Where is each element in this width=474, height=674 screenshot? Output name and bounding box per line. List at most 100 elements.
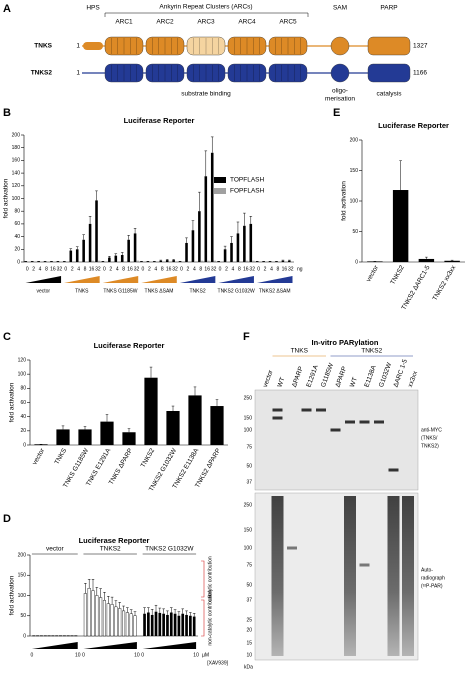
bar [264, 261, 268, 262]
legend-label: TOPFLASH [230, 177, 265, 184]
error-bar [166, 610, 169, 615]
panel-letter: D [3, 513, 11, 525]
y-tick-label: 50 [20, 613, 26, 619]
lane-label: G1032W [378, 361, 394, 388]
y-axis-label: fold activation [341, 181, 348, 221]
x-tick-label: vector [365, 264, 380, 284]
x-unit: ng [297, 266, 303, 272]
annotation-bracket [201, 599, 205, 637]
panel-letter: E [333, 107, 340, 119]
bar [106, 603, 110, 637]
error-bar [185, 237, 188, 243]
bracket [104, 12, 309, 17]
error-bar [181, 608, 185, 614]
y-tick-label: 120 [12, 183, 21, 189]
y-tick-label: 100 [18, 593, 27, 599]
error-bar [399, 160, 402, 191]
bar [87, 588, 91, 637]
marker-label: 100 [244, 427, 253, 433]
error-bar [177, 611, 181, 616]
y-tick-label: 20 [20, 428, 26, 434]
dose-label: 10 [75, 652, 81, 658]
y-tick-label: 0 [17, 259, 20, 265]
blot-band [359, 563, 370, 567]
x-tick-label: 4 [39, 266, 42, 272]
panel-letter: F [243, 331, 250, 343]
x-tick-label: 16 [243, 266, 249, 272]
x-tick-label: 16 [166, 266, 172, 272]
bar [178, 261, 182, 262]
x-tick-label: 2 [32, 266, 35, 272]
bar [239, 261, 242, 262]
dose-wedge [64, 276, 100, 283]
dose-wedge [25, 276, 62, 283]
bar [230, 242, 233, 262]
group-label: vector [36, 288, 50, 294]
protein-start: 1 [76, 43, 80, 50]
group-label: TNKS2 [361, 348, 382, 355]
bar [108, 257, 111, 262]
y-axis-label: fold activation [9, 575, 16, 615]
bar [95, 595, 99, 637]
error-bar [236, 221, 240, 234]
bar [192, 616, 196, 636]
blot-band [272, 416, 283, 420]
bar [168, 261, 172, 262]
marker-label: 250 [244, 502, 253, 508]
x-tick-label: 0 [64, 266, 67, 272]
bar [84, 261, 88, 262]
domain-label: ARC4 [238, 19, 256, 26]
x-tick-label: 32 [288, 266, 294, 272]
bar [100, 421, 114, 445]
x-tick-label: vector [31, 447, 46, 467]
bar [110, 261, 114, 262]
compound-label: [XAV939] [207, 660, 228, 666]
error-bar [193, 386, 197, 396]
blot-label: radiograph [421, 575, 445, 581]
bar [255, 261, 259, 262]
bar [97, 260, 101, 262]
marker-label: 37 [246, 479, 252, 485]
group-label: TNKS [75, 288, 89, 294]
marker-label: 10 [246, 652, 252, 658]
bar [188, 395, 202, 445]
error-bar [84, 583, 87, 594]
bar [166, 411, 180, 445]
sam-domain [330, 36, 350, 56]
error-bar [173, 609, 177, 614]
bar [52, 261, 56, 262]
error-bar [82, 234, 85, 240]
error-bar [122, 605, 125, 611]
y-tick-label: 20 [14, 247, 20, 253]
error-bar [133, 228, 137, 234]
blot-smear [402, 496, 414, 656]
x-tick-label: 32 [211, 266, 217, 272]
bar [33, 261, 37, 262]
error-bar [110, 596, 114, 605]
error-bar [114, 600, 118, 607]
error-bar [149, 366, 153, 378]
error-bar [204, 150, 208, 177]
dose-wedge [102, 276, 139, 283]
dose-label: 0 [82, 652, 85, 658]
bar [281, 260, 285, 262]
protein-end: 1166 [413, 70, 427, 77]
x-tick-label: 16 [127, 266, 133, 272]
bar [129, 261, 133, 262]
bar [78, 429, 92, 445]
bar [275, 261, 278, 262]
x-tick-label: 16 [204, 266, 210, 272]
chart-title: Luciferase Reporter [79, 536, 150, 545]
bar [122, 610, 126, 637]
error-bar [198, 191, 201, 212]
bar [181, 613, 185, 636]
dose-label: 0 [141, 652, 144, 658]
domain-label: ARC5 [279, 19, 297, 26]
bar [367, 261, 383, 262]
group-label: TNKS2 G1032W [145, 546, 194, 553]
x-tick-label: 16 [50, 266, 56, 272]
bar [252, 260, 255, 262]
bar [127, 239, 130, 262]
y-tick-label: 150 [350, 168, 359, 174]
blot-smear [271, 496, 284, 656]
